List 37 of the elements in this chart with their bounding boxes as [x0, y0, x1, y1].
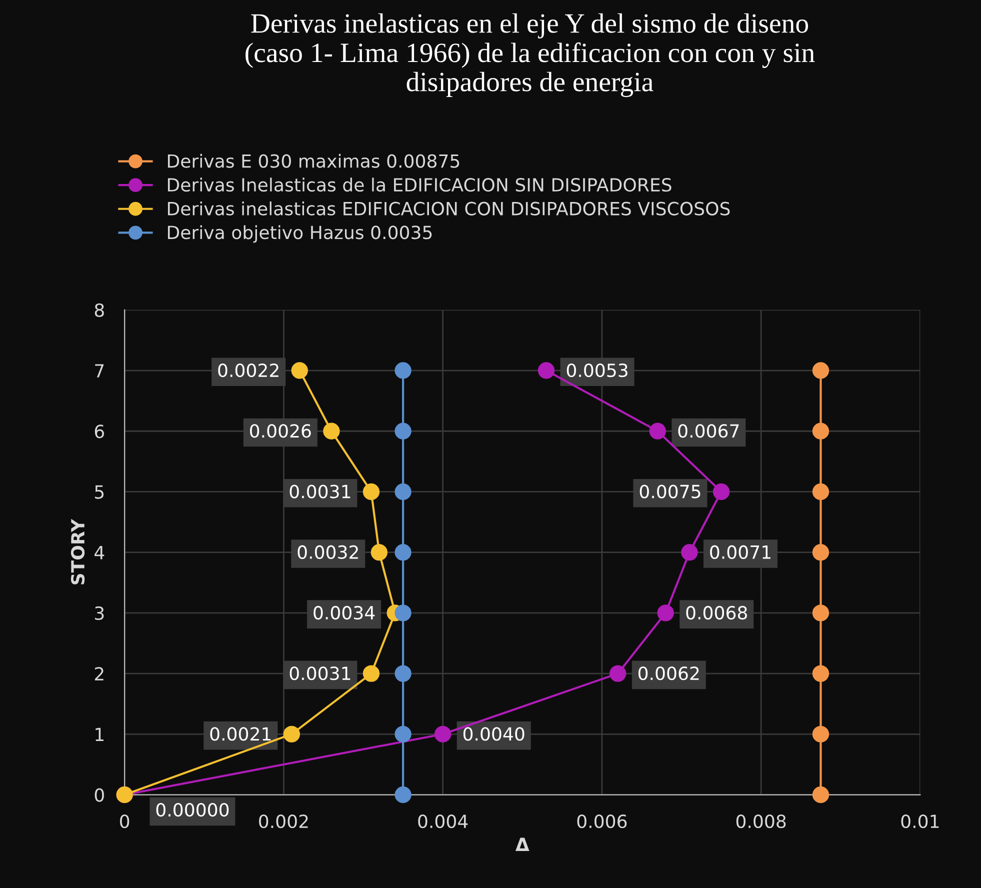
y-tick-label: 8: [94, 303, 104, 318]
x-tick-label: 0: [120, 814, 130, 828]
x-axis-title: Δ: [515, 838, 530, 851]
y-tick-label: 6: [94, 424, 104, 438]
data-label: 0.0022: [218, 363, 278, 378]
x-tick-label: 0.002: [259, 814, 308, 828]
data-label: 0.0026: [250, 424, 311, 438]
chart-title: Derivas inelasticas en el eje Y del sismo de diseno (caso 1- Lima 1966) de la edificacion con con y sin disipadores de energia: [246, 13, 815, 98]
y-axis-title: STORY: [70, 518, 85, 584]
data-label: 0.0068: [686, 606, 747, 620]
data-label: 0.0062: [638, 666, 699, 680]
x-tick-label: 0.004: [418, 814, 468, 828]
data-label: 0.0031: [290, 666, 350, 680]
legend-label: Derivas E 030 maximas 0.00875: [168, 154, 460, 168]
data-label: 0.0075: [640, 484, 700, 498]
y-tick-label: 3: [95, 606, 104, 620]
data-label: 0.0021: [210, 727, 271, 741]
x-tick-label: 0.01: [901, 814, 939, 828]
data-label: 0.0040: [463, 727, 524, 741]
data-label: 0.0067: [678, 424, 739, 438]
y-tick-label: 1: [96, 728, 104, 742]
y-tick-label: 5: [95, 485, 104, 499]
y-tick-label: 0: [94, 788, 104, 802]
x-tick-label: 0.006: [577, 814, 627, 828]
legend-label: Derivas inelasticas EDIFICACION CON DISIPADORES VISCOSOS: [168, 201, 730, 216]
data-label: 0.0032: [298, 545, 358, 559]
data-label: 0.0034: [314, 606, 375, 620]
y-tick-label: 7: [95, 364, 104, 378]
y-tick-label: 4: [94, 546, 104, 560]
x-tick-label: 0.008: [736, 814, 786, 828]
y-tick-label: 2: [94, 667, 104, 680]
data-label: 0.0053: [566, 363, 628, 378]
data-label: 0.0071: [710, 545, 770, 559]
data-label: 0.0031: [290, 484, 350, 498]
data-label: 0.00000: [156, 803, 229, 817]
legend-label: Derivas Inelasticas de la EDIFICACION SIN DISIPADORES: [168, 178, 672, 192]
legend-label: Deriva objetivo Hazus 0.0035: [168, 225, 432, 243]
